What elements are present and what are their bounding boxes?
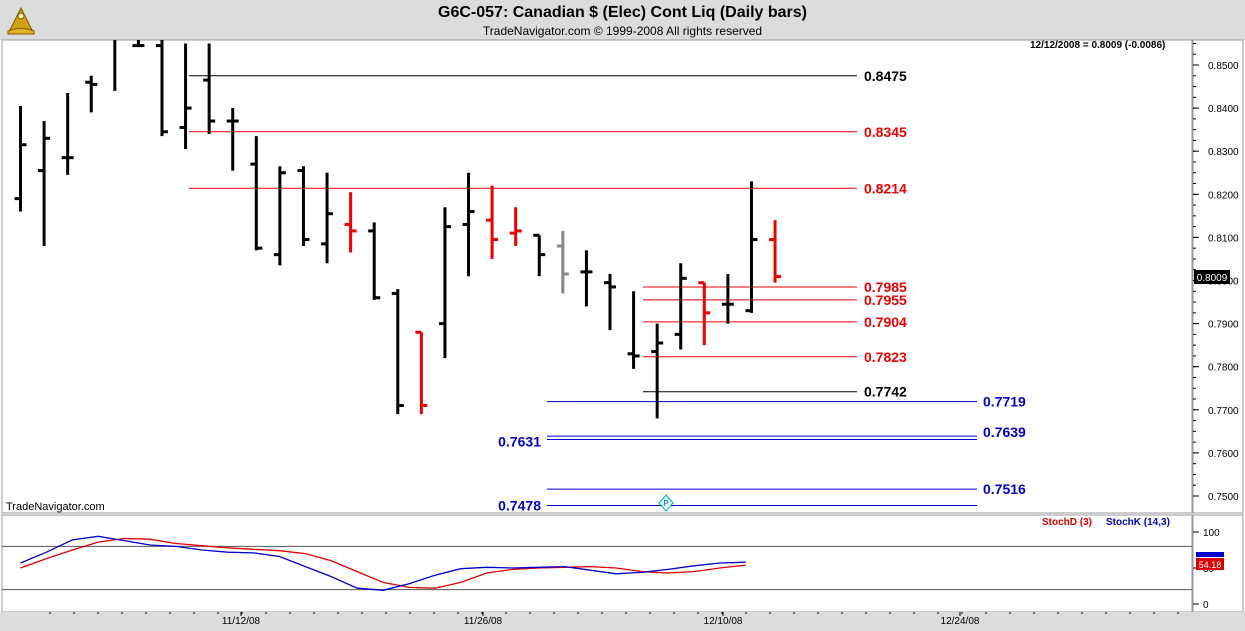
ohlc-bar (438, 207, 451, 359)
ohlc-bar (604, 274, 616, 331)
stoch-tick-label: 100 (1203, 528, 1220, 539)
price-tick-label: 0.8500 (1208, 61, 1239, 72)
ohlc-bar (273, 166, 286, 266)
stoch-value-tag (1196, 558, 1224, 570)
ohlc-bar (509, 207, 522, 247)
svg-text:P: P (663, 499, 668, 508)
ohlc-bar (627, 291, 640, 369)
ohlc-bar (674, 263, 687, 350)
price-bars (14, 40, 782, 419)
date-tick-label: 12/24/08 (941, 616, 980, 627)
level-label: 0.8475 (864, 68, 907, 84)
date-tick-label: 11/12/08 (222, 616, 261, 627)
ohlc-bar (651, 323, 664, 419)
ohlc-bar (297, 166, 310, 247)
ohlc-bar (721, 274, 734, 324)
price-tick-label: 0.7700 (1208, 406, 1239, 417)
price-tick-label: 0.7800 (1208, 363, 1239, 374)
ohlc-bar (132, 40, 145, 48)
level-label: 0.7478 (498, 497, 541, 513)
sextant-logo-icon (7, 6, 35, 35)
chart-header: G6C-057: Canadian $ (Elec) Cont Liq (Dai… (0, 0, 1245, 40)
stochastic-panel: 100500 (2, 528, 1220, 611)
level-label: 0.7985 (864, 279, 907, 295)
stoch-panel-frame (1, 514, 1193, 613)
level-label: 0.7631 (498, 434, 541, 450)
level-label: 0.7516 (983, 481, 1026, 497)
ohlc-bar (250, 136, 263, 251)
stoch-series-line (20, 535, 746, 591)
price-tick-label: 0.8400 (1208, 104, 1239, 115)
quote-box: 12/12/2008 = 0.8009 (-0.0086) (1030, 40, 1165, 51)
chart-title: G6C-057: Canadian $ (Elec) Cont Liq (Dai… (438, 4, 807, 21)
ohlc-bar (203, 43, 216, 134)
last-price-tag (1194, 270, 1230, 284)
ohlc-bar (462, 172, 475, 277)
stoch-k-legend: StochK (14,3) (1106, 517, 1170, 528)
ohlc-bar (415, 330, 428, 415)
ohlc-bar (38, 121, 51, 247)
ohlc-bar (745, 181, 758, 313)
chart-subtitle: TradeNavigator.com © 1999-2008 All right… (482, 24, 763, 38)
price-tick-label: 0.7600 (1208, 449, 1239, 460)
ohlc-bar (321, 172, 334, 264)
stoch-k-value-tag (1196, 552, 1224, 557)
ohlc-bar (179, 43, 192, 150)
level-label: 0.7955 (864, 292, 907, 308)
price-tick-label: 0.7500 (1208, 492, 1239, 503)
ohlc-bar (14, 105, 27, 212)
price-tick-label: 0.8100 (1208, 233, 1239, 244)
level-label: 0.7639 (983, 424, 1026, 440)
ohlc-bar (344, 192, 357, 253)
price-tick-label: 0.8200 (1208, 190, 1239, 201)
level-label: 0.8214 (864, 180, 907, 196)
ohlc-bar (61, 93, 74, 175)
stoch-tick-label: 0 (1203, 600, 1209, 611)
level-label: 0.7904 (864, 314, 907, 330)
ohlc-bar (155, 40, 168, 137)
last-price-label: 0.8009 (1197, 273, 1228, 284)
level-label: 0.7823 (864, 349, 907, 365)
stoch-d-legend: StochD (3) (1042, 517, 1092, 528)
level-label: 0.8345 (864, 124, 907, 140)
price-panel-frame (1, 39, 1193, 514)
ohlc-bar (226, 108, 239, 171)
ohlc-bar (533, 233, 546, 277)
stoch-series-line (20, 537, 746, 589)
date-axis-bg (0, 612, 1245, 631)
ohlc-bar (486, 185, 499, 259)
p-marker-icon: P (658, 494, 674, 512)
level-label: 0.7719 (983, 394, 1026, 410)
ohlc-bar (85, 75, 98, 113)
ohlc-bar (368, 222, 381, 300)
price-tick-label: 0.7900 (1208, 320, 1239, 331)
price-tick-label: 0.8300 (1208, 147, 1239, 158)
ohlc-bar (698, 281, 711, 346)
ohlc-bar (391, 289, 404, 415)
level-label: 0.7742 (864, 384, 907, 400)
watermark-text: TradeNavigator.com (6, 501, 105, 513)
date-tick-label: 12/10/08 (704, 616, 743, 627)
date-axis: 11/12/08 11/26/08 12/10/08 12/24/08 (49, 612, 1179, 627)
ohlc-bar (580, 250, 593, 307)
date-tick-label: 11/26/08 (464, 616, 503, 627)
ohlc-bar (556, 230, 569, 294)
stoch-value-label: 54.18 (1199, 560, 1222, 570)
ohlc-bar (769, 220, 782, 283)
